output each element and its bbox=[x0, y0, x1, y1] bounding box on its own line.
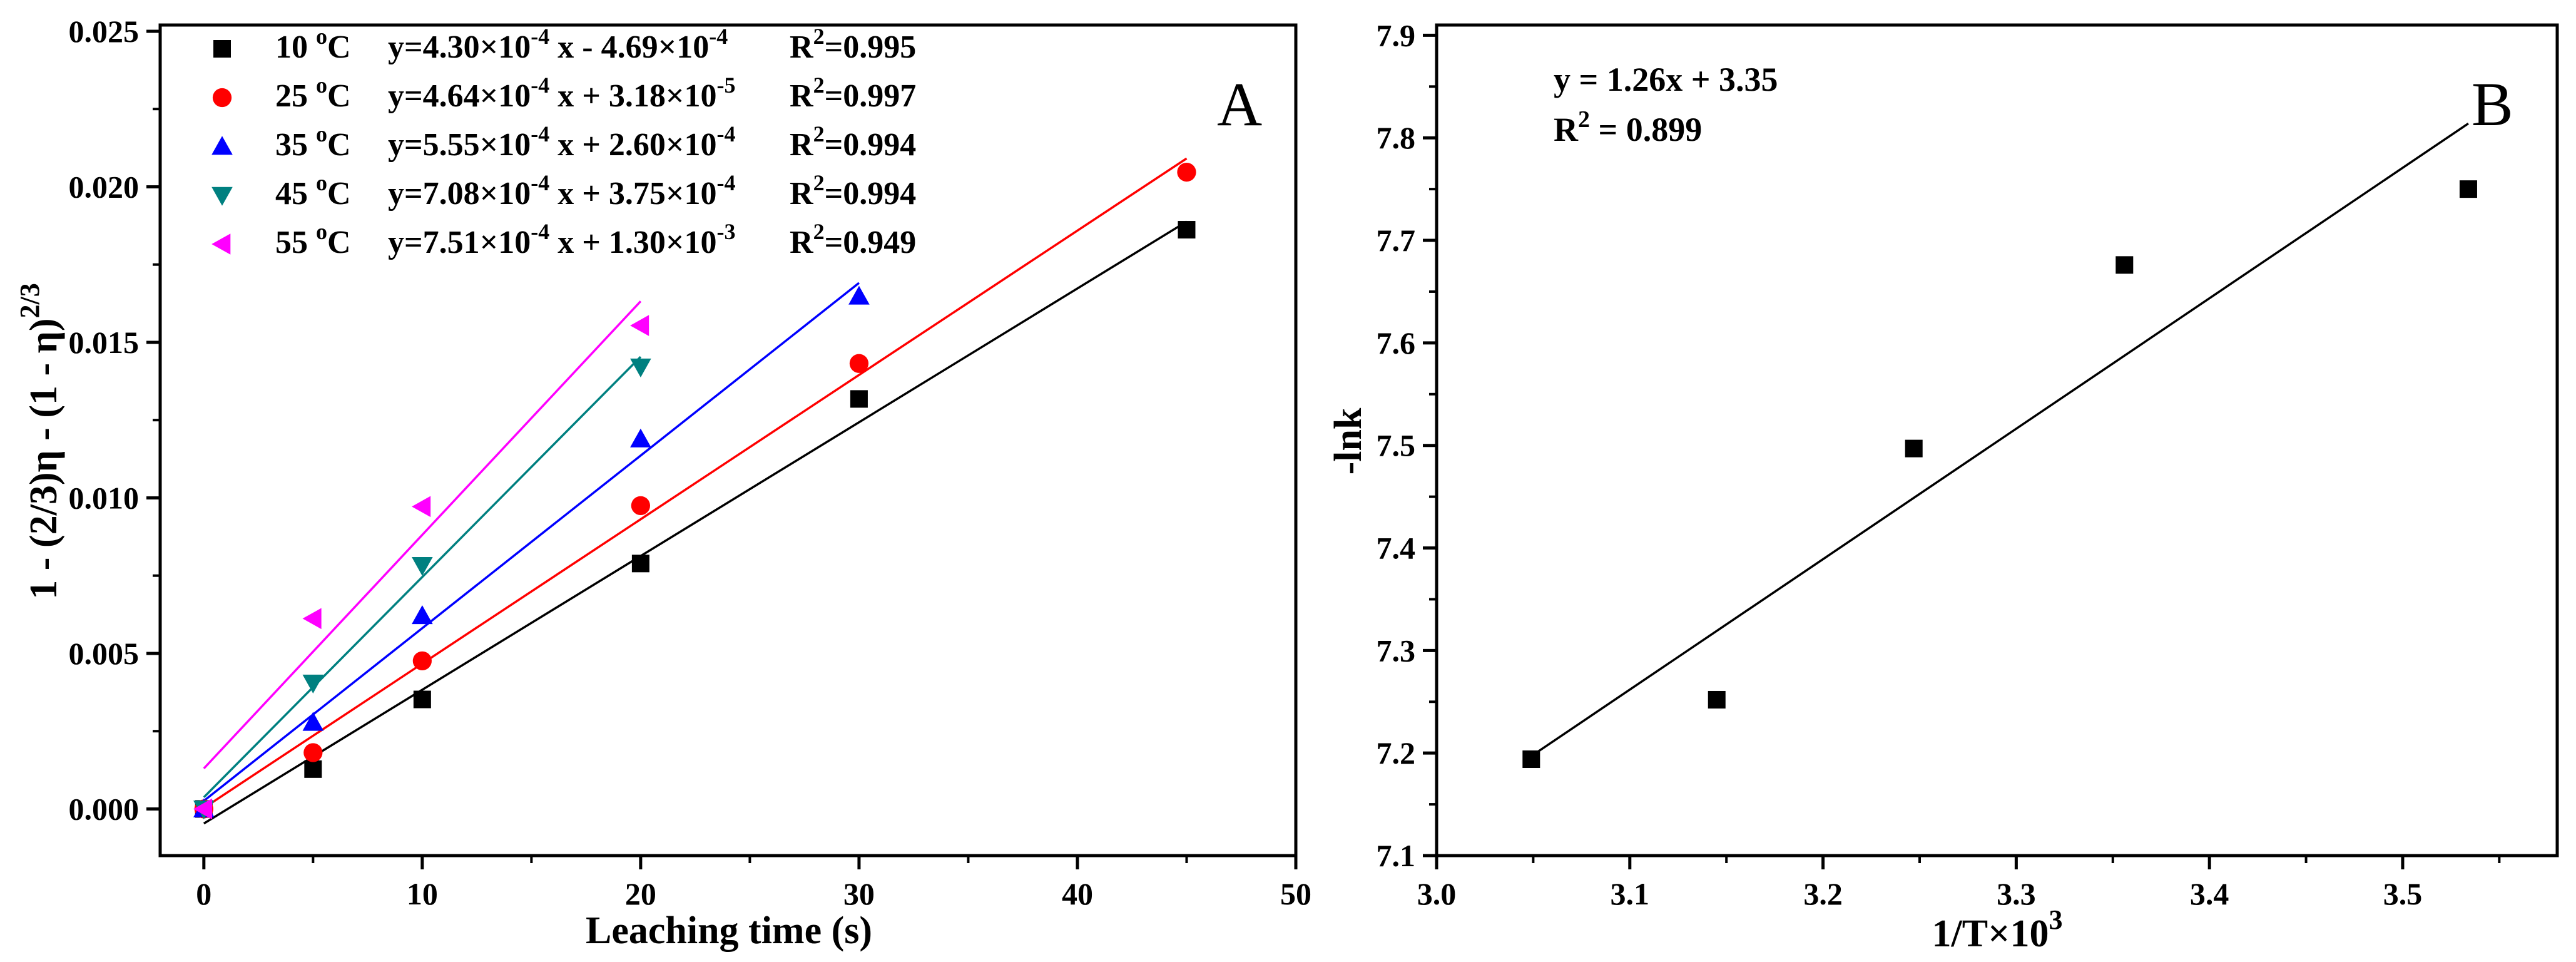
panel-a-y-tick-label: 0.010 bbox=[69, 480, 140, 515]
panel-b-label: B bbox=[2472, 69, 2513, 139]
panel-a-y-tick-label: 0.020 bbox=[69, 169, 140, 204]
panel-a-x-tick-label: 50 bbox=[1280, 876, 1311, 911]
panel-a-y-tick-label: 0.005 bbox=[69, 636, 140, 671]
panel-a-y-tick-label: 0.015 bbox=[69, 325, 140, 360]
panel-a-point-35c bbox=[848, 285, 870, 305]
panel-b-y-tick-label: 7.8 bbox=[1377, 120, 1416, 155]
panel-a-point-10c bbox=[304, 760, 322, 778]
panel-a-x-tick-label: 20 bbox=[625, 876, 656, 911]
panel-b-y-tick-label: 7.5 bbox=[1377, 428, 1416, 463]
panel-b-y-tick-label: 7.4 bbox=[1377, 531, 1416, 566]
panel-b-fit-line bbox=[1530, 122, 2469, 757]
panel-a-point-45c bbox=[630, 358, 651, 378]
panel-b-x-tick-label: 3.5 bbox=[2383, 876, 2423, 911]
legend-r-squared-35c: R2=0.994 bbox=[790, 121, 916, 163]
panel-b-y-tick-label: 7.2 bbox=[1377, 735, 1416, 770]
panel-b-x-tick-label: 3.3 bbox=[1997, 876, 2036, 911]
panel-b: 3.0 3.1 3.2 3.3 3.4 3.5 7.1 7.2 7.3 7.4 7.5 7.6 7.7 7… bbox=[1327, 18, 2559, 955]
legend-temperature-45c: 45 oC bbox=[275, 170, 351, 212]
panel-b-y-tick-label: 7.1 bbox=[1377, 838, 1416, 873]
legend-temperature-10c: 10 oC bbox=[275, 24, 351, 65]
panel-b-y-axis-label: -lnk bbox=[1327, 407, 1370, 474]
legend-equation-45c: y=7.08×10-4 x + 3.75×10-4 bbox=[388, 170, 736, 212]
panel-a-point-25c bbox=[1177, 162, 1196, 182]
panel-a-point-35c bbox=[630, 428, 651, 448]
panel-a-point-35c bbox=[302, 712, 324, 731]
legend-temperature-35c: 35 oC bbox=[275, 121, 351, 163]
panel-b-r-squared: R2 = 0.899 bbox=[1554, 106, 1702, 148]
panel-a-fit-line-45c bbox=[203, 356, 642, 799]
panel-b-point bbox=[1522, 750, 1540, 769]
legend-marker-45c bbox=[211, 187, 233, 206]
panel-a-x-tick-label: 40 bbox=[1062, 876, 1093, 911]
legend-temperature-55c: 55 oC bbox=[275, 219, 351, 260]
panel-a-point-55c bbox=[193, 798, 213, 820]
legend-equation-55c: y=7.51×10-4 x + 1.30×10-3 bbox=[388, 219, 736, 260]
panel-b-point bbox=[2115, 256, 2134, 274]
panel-b-y-tick-label: 7.6 bbox=[1377, 325, 1416, 361]
panel-a-x-tick-label: 0 bbox=[196, 876, 211, 911]
panel-a-point-45c bbox=[302, 674, 324, 693]
panel-b-x-axis-label: 1/T×103 bbox=[1932, 904, 2063, 955]
panel-a-y-tick-label: 0.000 bbox=[69, 791, 140, 826]
panel-a-point-25c bbox=[631, 496, 651, 515]
panel-a-point-45c bbox=[412, 556, 433, 576]
panel-b-x-tick-label: 3.2 bbox=[1803, 876, 1843, 911]
panel-a-point-55c bbox=[412, 496, 431, 518]
panel-a-frame bbox=[158, 23, 1298, 857]
legend-r-squared-45c: R2=0.994 bbox=[790, 170, 916, 212]
panel-b-y-tick-label: 7.9 bbox=[1377, 18, 1416, 53]
panel-b-y-tick-label: 7.7 bbox=[1377, 223, 1416, 258]
panel-b-point bbox=[1905, 439, 1923, 458]
panel-a-fit-line-25c bbox=[203, 157, 1188, 809]
panel-a-point-55c bbox=[302, 608, 322, 630]
legend-marker-25c bbox=[212, 88, 232, 108]
panel-a-point-35c bbox=[412, 605, 433, 625]
panel-a-point-10c bbox=[631, 555, 649, 573]
panel-b-x-tick-label: 3.0 bbox=[1417, 876, 1457, 911]
panel-a-x-axis-label: Leaching time (s) bbox=[586, 909, 872, 952]
legend-r-squared-55c: R2=0.949 bbox=[790, 219, 916, 260]
panel-b-point bbox=[1708, 690, 1726, 709]
panel-a-y-axis-label: 1 - (2/3)η - (1 - η)2/3 bbox=[14, 283, 65, 599]
legend-equation-25c: y=4.64×10-4 x + 3.18×10-5 bbox=[388, 73, 736, 114]
panel-a-point-55c bbox=[630, 315, 649, 336]
legend-marker-35c bbox=[211, 136, 233, 155]
legend-equation-35c: y=5.55×10-4 x + 2.60×10-4 bbox=[388, 121, 736, 163]
panel-a-point-25c bbox=[303, 743, 323, 762]
panel-b-frame bbox=[1435, 23, 2559, 857]
panel-a-legend: 10 oC y=4.30×10-4 x - 4.69×10-4 R2=0.995 25… bbox=[211, 24, 916, 260]
panel-a-y-tick-label: 0.025 bbox=[69, 14, 140, 49]
panel-b-x-tick-label: 3.1 bbox=[1611, 876, 1650, 911]
panel-a-fit-line-10c bbox=[203, 220, 1188, 825]
panel-a-point-25c bbox=[849, 354, 869, 373]
panel-a-x-tick-label: 10 bbox=[407, 876, 438, 911]
legend-marker-10c bbox=[213, 40, 231, 58]
panel-a-fit-line-55c bbox=[203, 300, 642, 770]
panel-b-y-tick-label: 7.3 bbox=[1377, 633, 1416, 668]
panel-a-point-25c bbox=[412, 651, 432, 670]
panel-b-x-tick-label: 3.4 bbox=[2190, 876, 2229, 911]
legend-r-squared-25c: R2=0.997 bbox=[790, 73, 916, 114]
panel-a: 0 10 20 30 40 50 0.000 0.005 0.010 0.015 0.020 0.02… bbox=[14, 14, 1311, 952]
panel-a-x-tick-label: 30 bbox=[843, 876, 875, 911]
legend-marker-55c bbox=[211, 233, 231, 255]
panel-a-label: A bbox=[1217, 69, 1262, 139]
legend-temperature-25c: 25 oC bbox=[275, 73, 351, 114]
panel-a-point-10c bbox=[413, 690, 431, 709]
legend-r-squared-10c: R2=0.995 bbox=[790, 24, 916, 65]
panel-a-point-10c bbox=[1178, 221, 1196, 239]
panel-b-point bbox=[2459, 180, 2477, 198]
panel-a-point-10c bbox=[850, 390, 868, 408]
legend-equation-10c: y=4.30×10-4 x - 4.69×10-4 bbox=[388, 24, 728, 65]
panel-b-equation: y = 1.26x + 3.35 bbox=[1554, 61, 1778, 98]
